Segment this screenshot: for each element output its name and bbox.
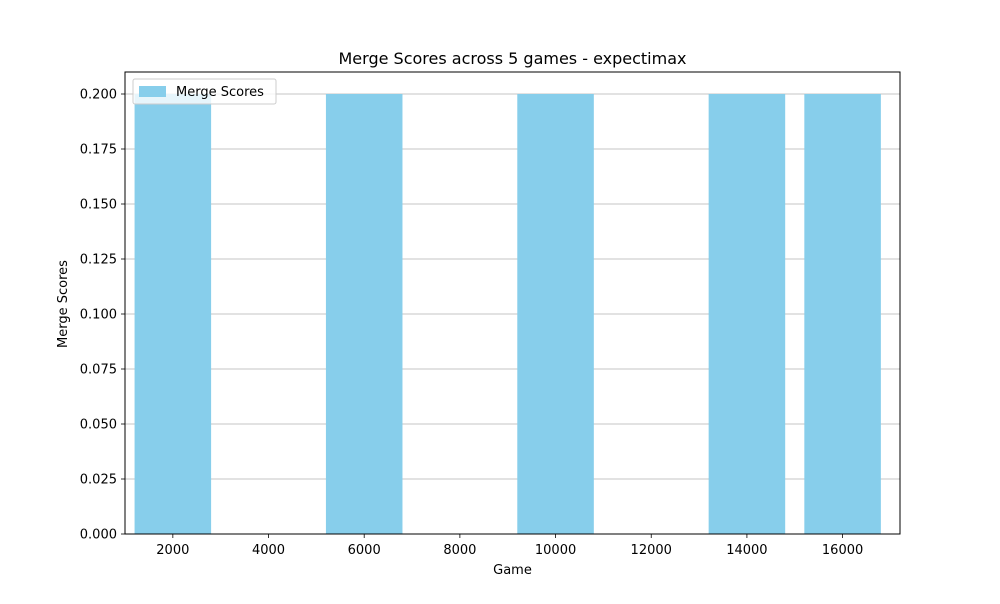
- legend-label: Merge Scores: [176, 85, 264, 100]
- y-tick-label: 0.150: [80, 198, 117, 213]
- bar: [325, 94, 403, 534]
- x-tick-label: 10000: [535, 543, 576, 558]
- x-tick-label: 8000: [443, 543, 476, 558]
- bar: [517, 94, 594, 534]
- legend-box: [132, 78, 277, 105]
- x-tick-label: 2000: [156, 543, 189, 558]
- x-axis-ticks: 2000 4000 6000 8000 10000 12000 14000 16000: [156, 534, 863, 558]
- bar: [134, 94, 212, 534]
- y-tick-label: 0.000: [80, 528, 117, 543]
- y-tick-label: 0.075: [80, 363, 117, 378]
- x-tick-label: 6000: [348, 543, 381, 558]
- y-tick-label: 0.100: [80, 308, 117, 323]
- gridlines: [125, 93, 900, 535]
- bars: [134, 94, 881, 534]
- legend-swatch: [139, 86, 166, 97]
- y-tick-label: 0.025: [80, 473, 117, 488]
- x-tick-label: 4000: [252, 543, 285, 558]
- y-tick-label: 0.050: [80, 418, 117, 433]
- bar: [804, 94, 881, 534]
- y-axis-ticks: 0.000 0.025 0.050 0.075 0.100 0.125 0.150 0.175…: [80, 88, 125, 543]
- y-tick-label: 0.125: [80, 253, 117, 268]
- y-axis-label: Merge Scores: [56, 260, 71, 348]
- x-axis-label: Game: [493, 563, 532, 578]
- y-tick-label: 0.200: [80, 88, 117, 103]
- plot-frame: [124, 71, 901, 535]
- legend: Merge Scores: [132, 78, 277, 105]
- chart-title: Merge Scores across 5 games - expectimax: [339, 49, 687, 68]
- x-tick-label: 14000: [726, 543, 767, 558]
- x-tick-label: 12000: [631, 543, 672, 558]
- x-tick-label: 16000: [822, 543, 863, 558]
- bar: [708, 94, 786, 534]
- y-tick-label: 0.175: [80, 143, 117, 158]
